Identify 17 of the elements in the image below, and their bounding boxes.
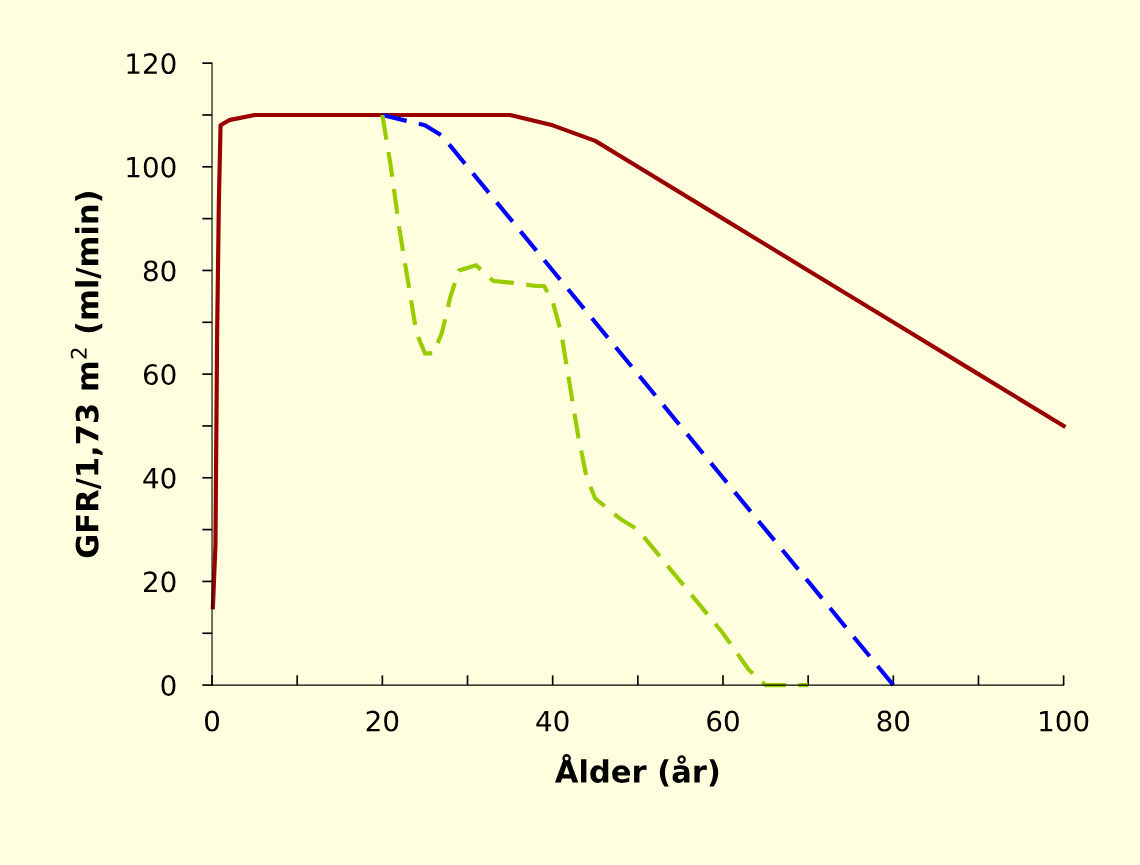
line-series [380,112,811,688]
x-tick-label: 0 [205,710,220,732]
x-tick-label: 80 [877,710,910,732]
y-tick-label: 120 [127,53,176,75]
x-tick-label: 60 [707,710,739,732]
line-series [210,112,1066,610]
y-tick-label: 60 [143,364,176,386]
y-tick-label: 80 [143,260,176,282]
y-axis-title: GFR/1,73 m$^{2}$ (ml/min) [70,192,103,558]
x-tick-label: 20 [366,710,399,732]
y-tick-label: 40 [143,467,176,489]
y-tick-label: 0 [161,675,176,697]
x-tick-label: 40 [536,710,569,732]
x-tick-label: 100 [1040,710,1089,732]
x-axis-title: Ålder (år) [554,754,719,787]
y-tick-label: 20 [144,571,176,593]
y-tick-label: 100 [127,156,176,178]
